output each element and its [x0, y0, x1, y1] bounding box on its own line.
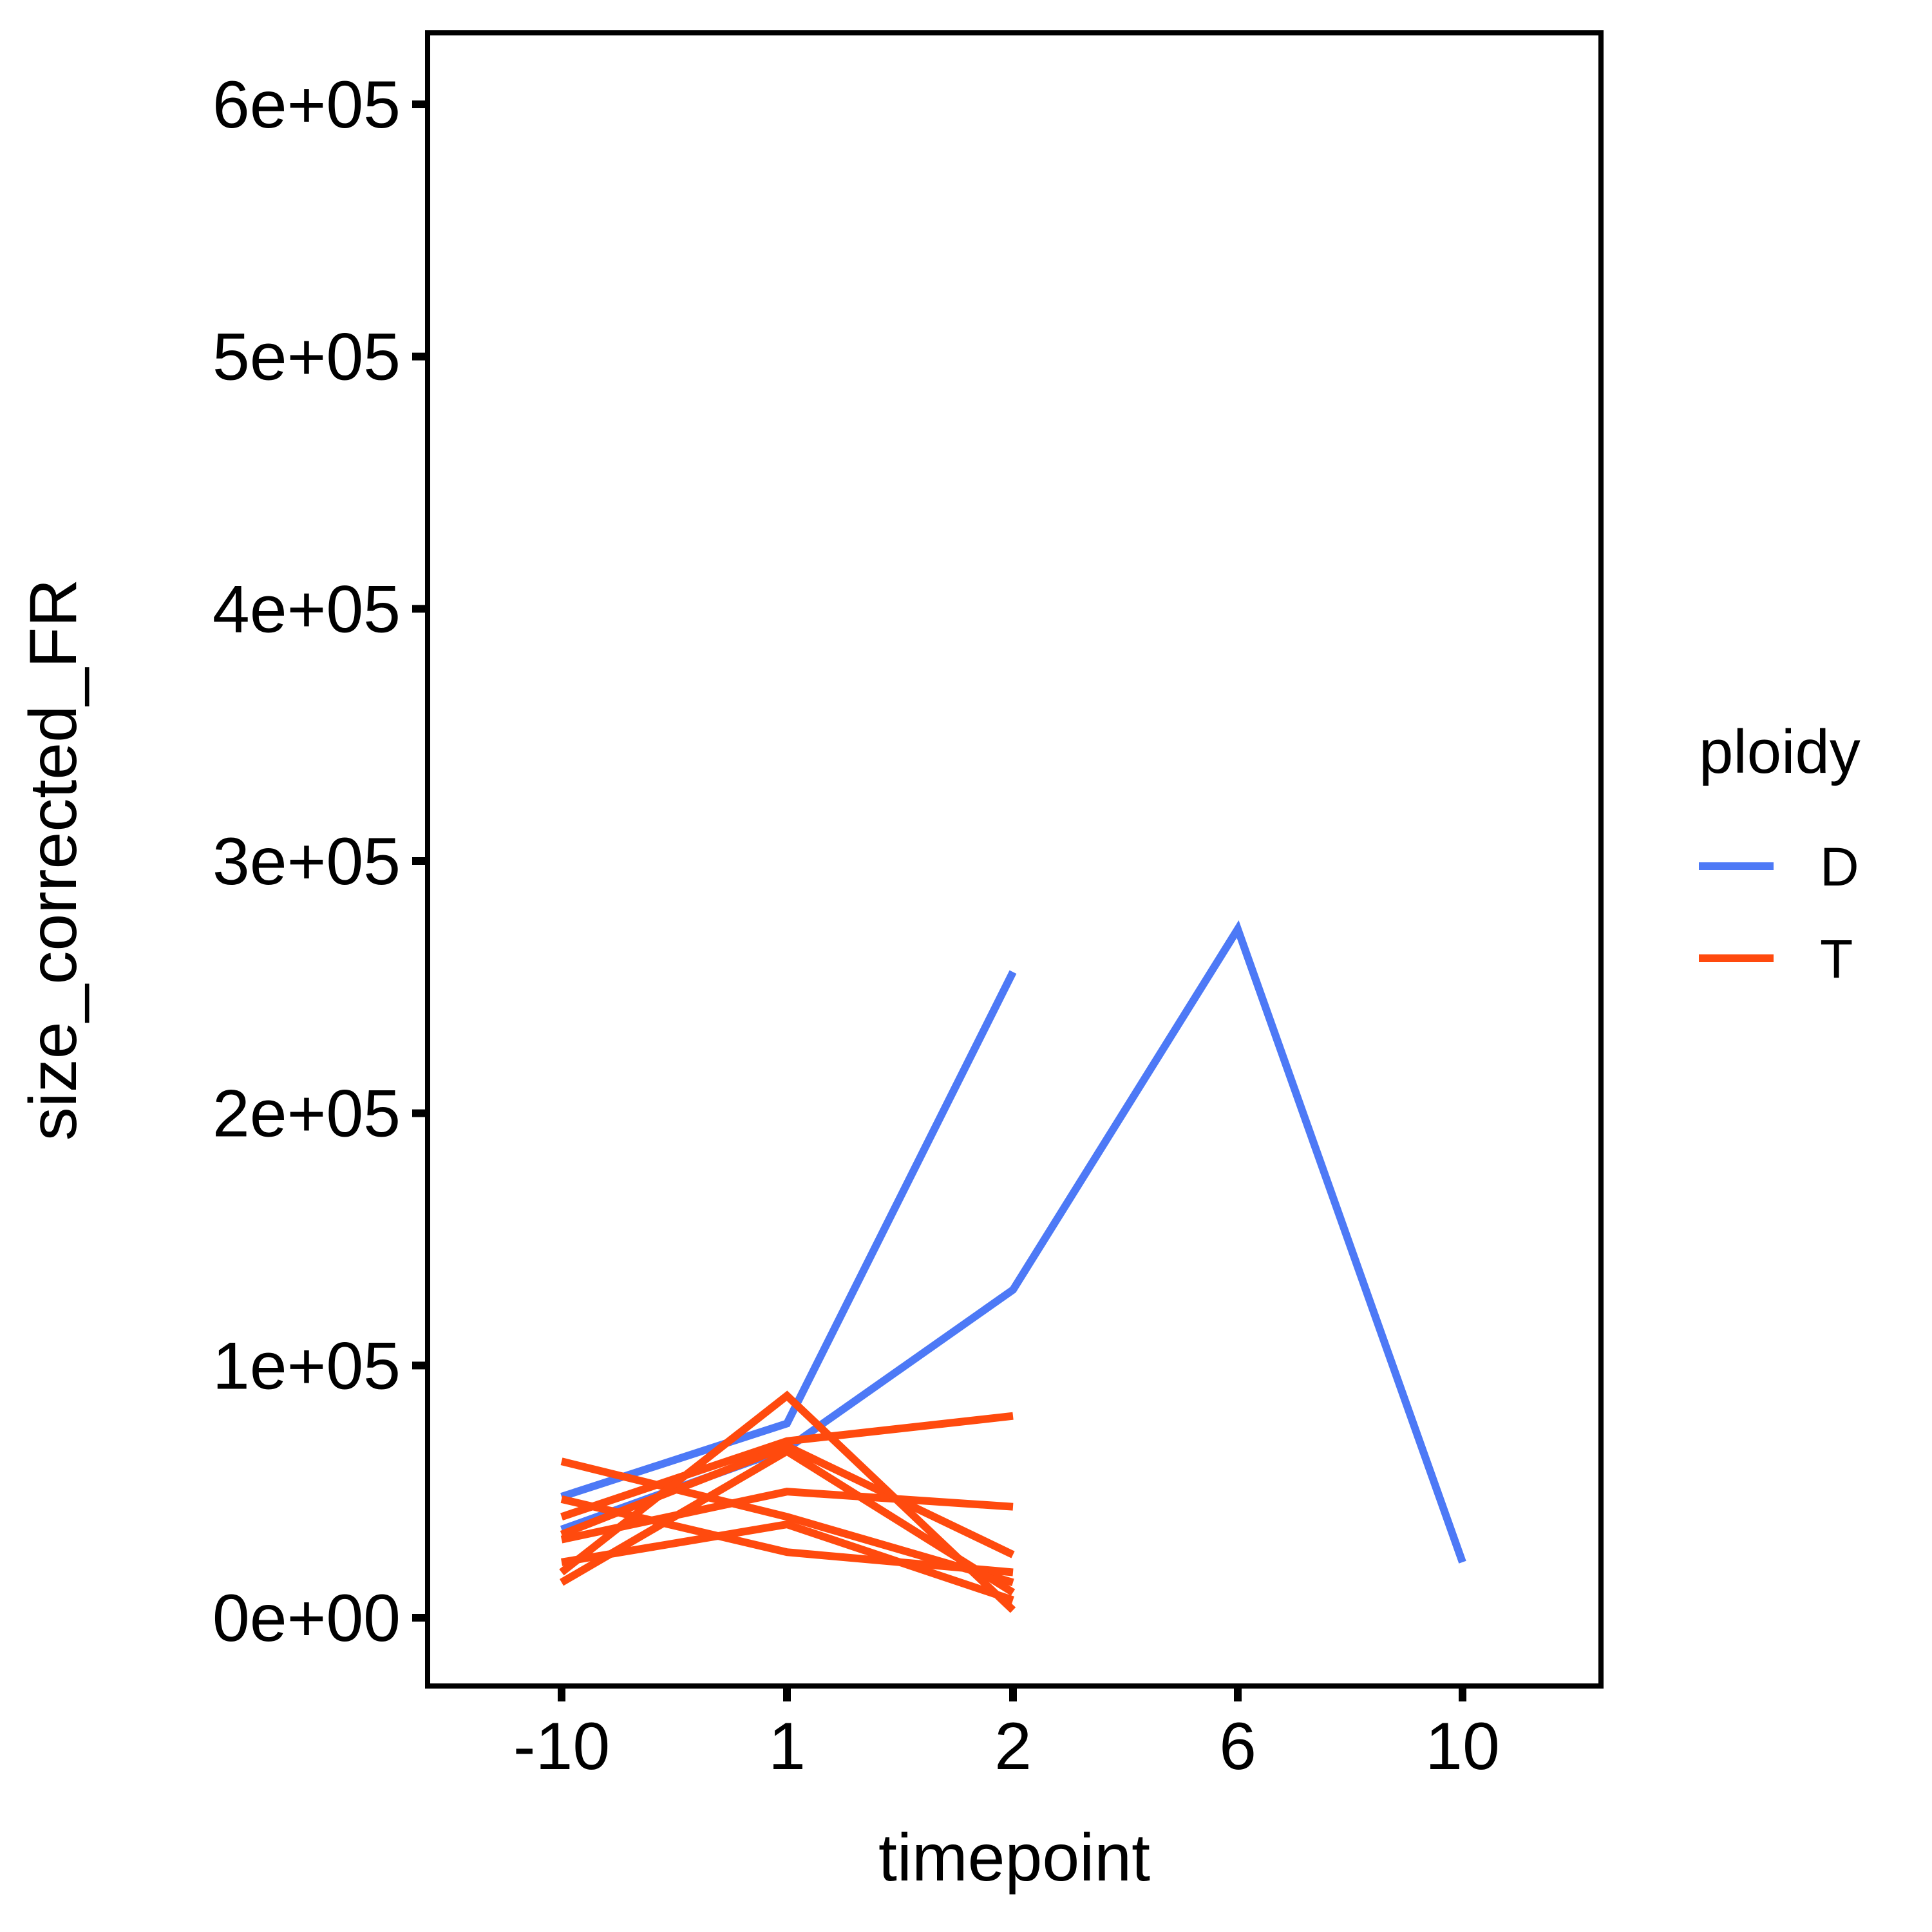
y-tick-label: 4e+05 — [213, 572, 401, 647]
y-tick-label: 3e+05 — [213, 824, 401, 899]
plot-panel-border — [425, 30, 1604, 1689]
series-line-T-9 — [559, 1446, 1016, 1596]
series-line-T-7 — [561, 1520, 1014, 1604]
series-line-T-8 — [559, 1390, 1016, 1613]
legend: ploidy DT — [1699, 717, 1861, 989]
y-tick-label: 0e+00 — [213, 1581, 401, 1656]
series-layer — [559, 920, 1466, 1613]
x-tick-label: 2 — [994, 1709, 1032, 1784]
y-tick-label: 1e+05 — [213, 1329, 401, 1403]
series-line-T-2 — [560, 1457, 1014, 1586]
x-tick-label: 1 — [768, 1709, 806, 1784]
legend-label-T: T — [1820, 929, 1853, 989]
series-line-T-4 — [560, 1412, 1014, 1520]
y-axis: 0e+00 1e+05 2e+05 3e+05 4e+05 5e+05 6e+05 — [213, 68, 428, 1656]
legend-title: ploidy — [1699, 717, 1861, 786]
legend-label-D: D — [1820, 837, 1859, 897]
x-axis: -10 1 2 6 10 — [513, 1686, 1500, 1784]
series-line-D-0 — [560, 970, 1017, 1501]
series-line-T-5 — [560, 1442, 1015, 1558]
y-tick-label: 5e+05 — [213, 320, 401, 395]
y-tick-label: 6e+05 — [213, 68, 401, 142]
series-line-T-6 — [560, 1488, 1014, 1544]
x-tick-label: -10 — [513, 1709, 610, 1784]
x-axis-title: timepoint — [878, 1821, 1150, 1895]
x-tick-label: 6 — [1219, 1709, 1256, 1784]
y-tick-label: 2e+05 — [213, 1077, 401, 1151]
x-tick-label: 10 — [1425, 1709, 1500, 1784]
y-axis-title: size_corrected_FR — [16, 579, 91, 1141]
